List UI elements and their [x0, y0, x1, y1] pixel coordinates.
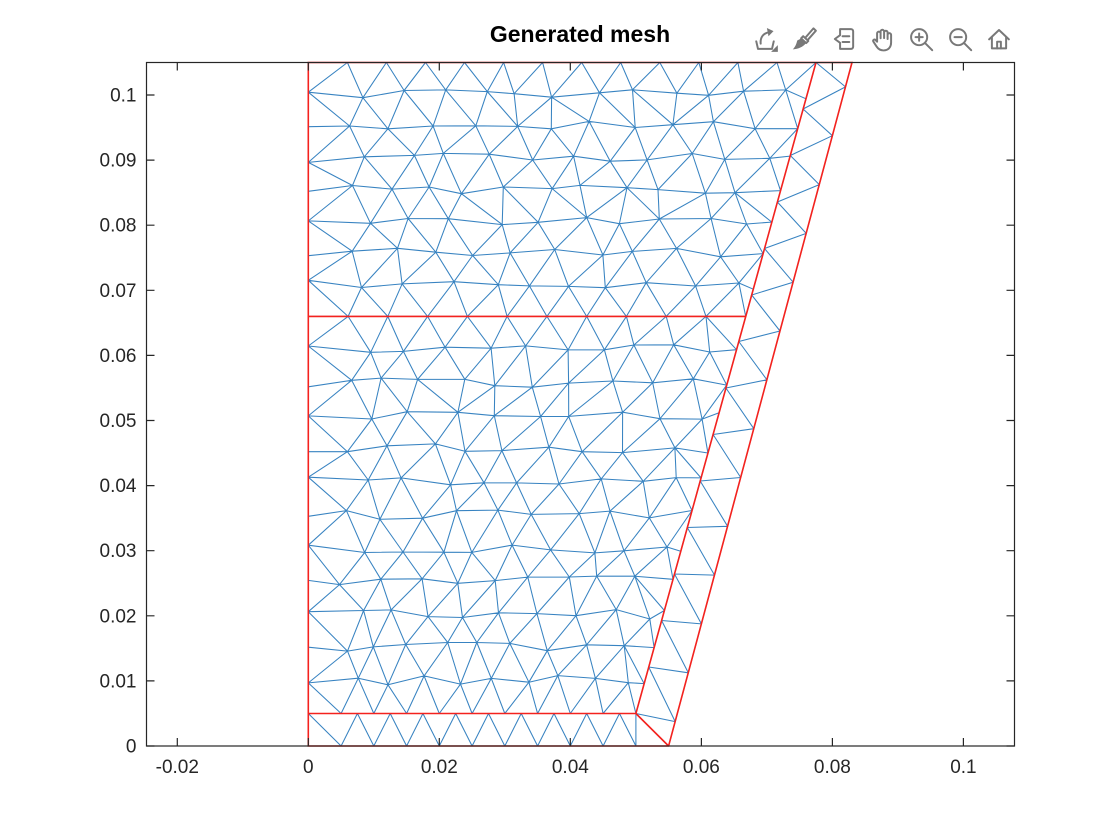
y-tick-label: 0.08	[100, 216, 137, 237]
zoom-out-button[interactable]	[945, 24, 975, 54]
brush-icon	[792, 27, 817, 50]
home-icon	[988, 29, 1010, 50]
pan-button[interactable]	[867, 24, 897, 54]
x-tick-label: 0.1	[950, 757, 976, 778]
y-tick-label: 0	[126, 737, 137, 758]
pan-hand-icon	[872, 28, 893, 52]
y-tick-label: 0.02	[100, 606, 137, 627]
mesh-edges	[307, 61, 853, 747]
x-tick-label: -0.02	[156, 757, 199, 778]
export-button[interactable]	[750, 24, 780, 54]
x-tick-label: 0.02	[421, 757, 458, 778]
x-tick-label: 0.08	[814, 757, 851, 778]
brush-button[interactable]	[789, 24, 819, 54]
zoom-in-icon	[910, 28, 934, 52]
y-tick-label: 0.1	[110, 86, 136, 107]
axes-box	[145, 61, 1016, 747]
y-tick-label: 0.04	[100, 476, 137, 497]
y-tick-label: 0.07	[100, 281, 137, 302]
y-tick-label: 0.05	[100, 411, 137, 432]
plot-title: Generated mesh	[489, 21, 671, 47]
y-tick-label: 0.09	[100, 151, 137, 172]
x-tick-label: 0.04	[552, 757, 589, 778]
geometry-boundary	[307, 61, 854, 747]
y-tick-label: 0.01	[100, 671, 137, 692]
restore-view-button[interactable]	[984, 24, 1014, 54]
y-tick-label: 0.03	[100, 541, 137, 562]
zoom-out-icon	[949, 28, 973, 52]
y-tick-label: 0.06	[100, 346, 137, 367]
x-tick-label: 0.06	[683, 757, 720, 778]
datatips-button[interactable]	[828, 24, 858, 54]
export-icon	[755, 28, 778, 52]
x-tick-label: 0	[303, 757, 314, 778]
axes-toolbar	[750, 24, 1014, 54]
zoom-in-button[interactable]	[906, 24, 936, 54]
axis-ticks	[146, 62, 1015, 747]
datatip-icon	[833, 28, 855, 50]
